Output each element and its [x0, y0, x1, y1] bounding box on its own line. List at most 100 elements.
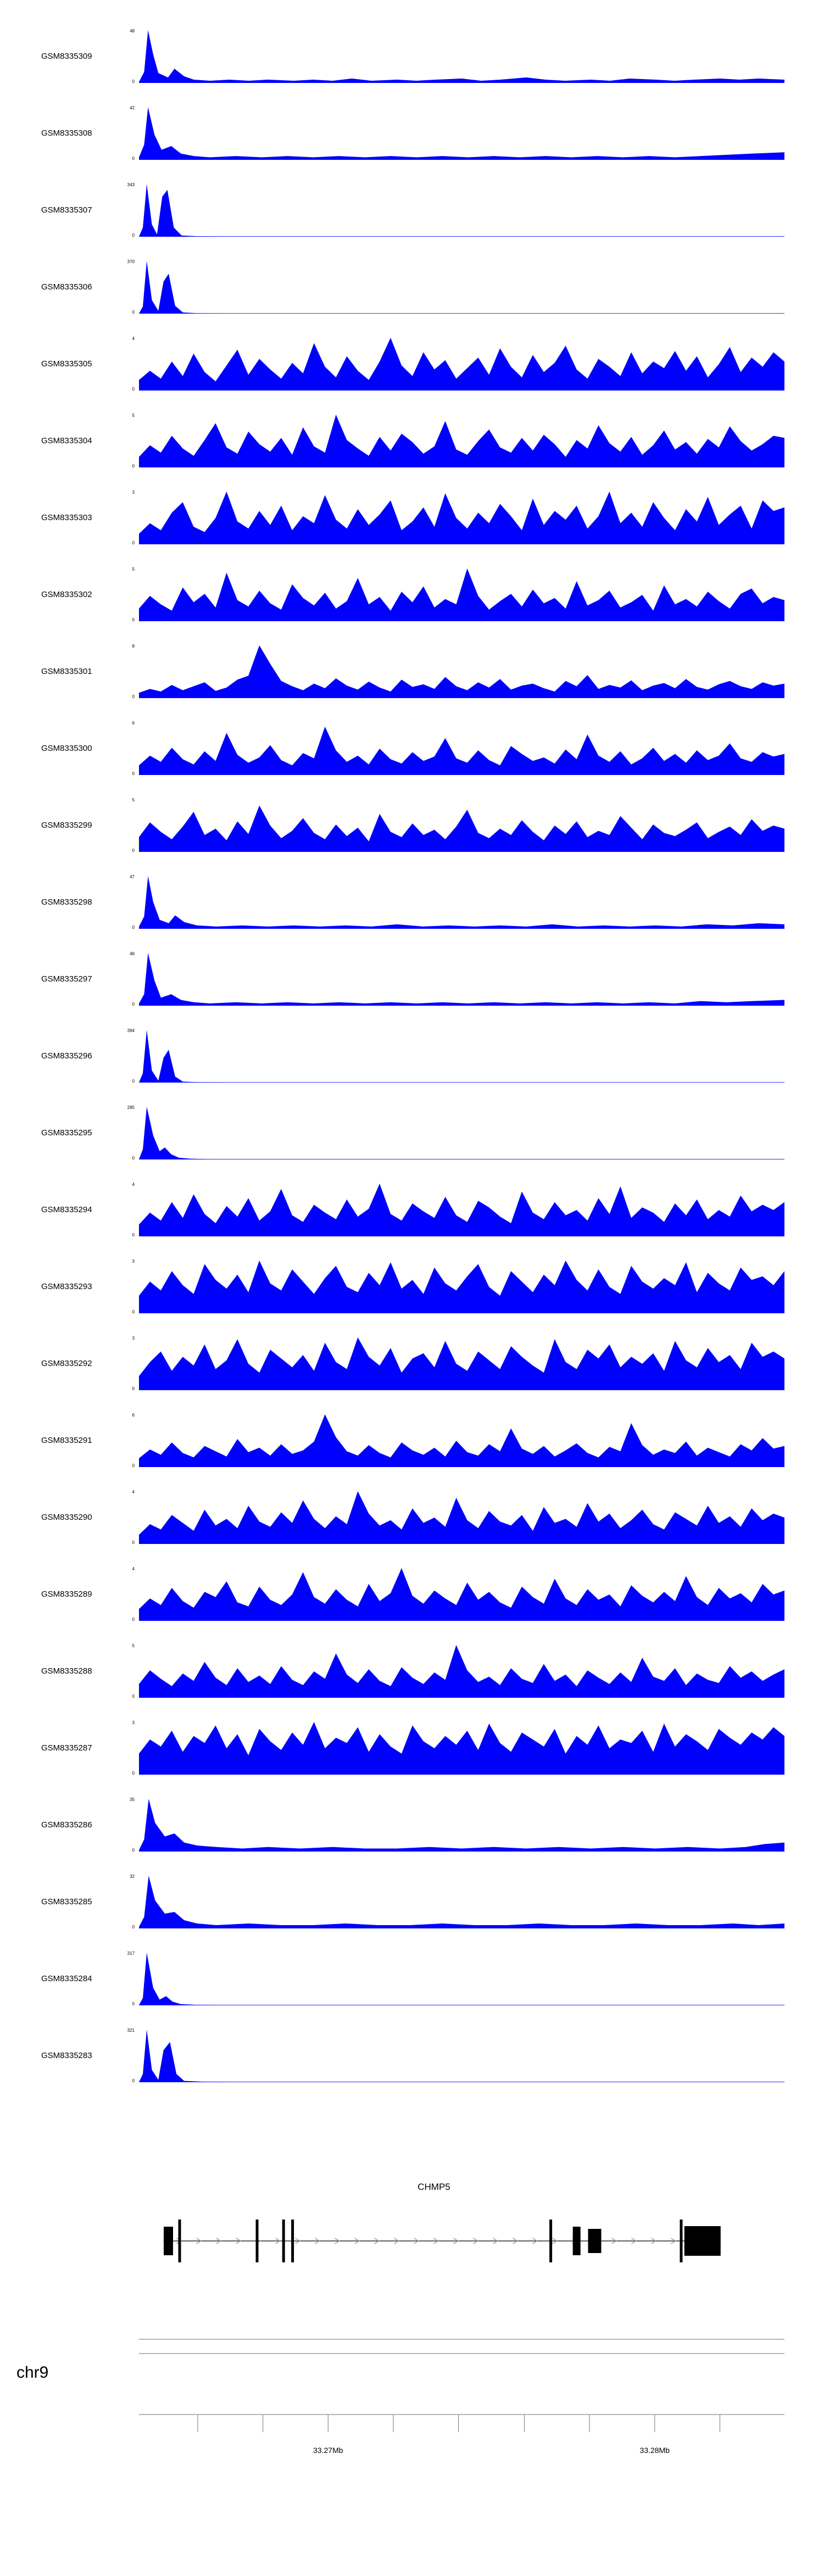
coverage-area — [139, 645, 784, 698]
track-row: GSM8335296 394 0 — [0, 1028, 824, 1107]
coverage-plot-svg — [139, 876, 784, 929]
track-label: GSM8335286 — [41, 1820, 92, 1830]
track-ymax-label: 4 — [132, 1566, 135, 1571]
coverage-plot-svg — [139, 1568, 784, 1621]
strand-arrow-icon — [394, 2238, 399, 2244]
strand-arrow-icon — [532, 2238, 538, 2244]
track-label: GSM8335301 — [41, 667, 92, 676]
track-row: GSM8335308 42 0 — [0, 106, 824, 184]
coverage-plot-svg — [139, 338, 784, 391]
coverage-plot-svg — [139, 1414, 784, 1467]
track-row: GSM8335292 3 0 — [0, 1336, 824, 1414]
track-ymin-label: 0 — [132, 1156, 135, 1161]
coverage-area — [139, 1184, 784, 1236]
coverage-baseline — [139, 236, 784, 237]
exon — [572, 2227, 581, 2255]
coverage-baseline — [139, 1082, 784, 1083]
coverage-area — [139, 415, 784, 467]
coverage-area — [139, 1568, 784, 1621]
track-ymin-label: 0 — [132, 1771, 135, 1776]
strand-arrow-icon — [493, 2238, 498, 2244]
coverage-plot-svg — [139, 30, 784, 83]
track-ymax-label: 3 — [132, 1336, 135, 1341]
coverage-area — [139, 1261, 784, 1313]
track-ymax-label: 317 — [127, 1951, 135, 1956]
track-ymax-label: 394 — [127, 1028, 135, 1033]
strand-arrow-icon — [275, 2238, 281, 2244]
coverage-baseline — [139, 1697, 784, 1698]
strand-arrow-icon — [315, 2238, 320, 2244]
coverage-plot-svg — [139, 1184, 784, 1236]
coverage-area — [139, 1876, 784, 1928]
track-row: GSM8335287 3 0 — [0, 1721, 824, 1799]
coverage-area — [139, 492, 784, 544]
coverage-area — [139, 1799, 784, 1852]
coverage-area — [139, 1722, 784, 1775]
strand-arrow-icon — [433, 2238, 439, 2244]
track-label: GSM8335308 — [41, 129, 92, 138]
track-ymin-label: 0 — [132, 1309, 135, 1314]
track-label: GSM8335309 — [41, 52, 92, 61]
coverage-plot-svg — [139, 415, 784, 467]
coverage-plot-svg — [139, 107, 784, 160]
track-row: GSM8335302 5 0 — [0, 567, 824, 645]
coverage-plot — [139, 261, 784, 314]
coverage-plot — [139, 1645, 784, 1698]
track-ymin-label: 0 — [132, 1463, 135, 1468]
track-ymin-label: 0 — [132, 1233, 135, 1237]
coverage-area — [139, 953, 784, 1006]
track-row: GSM8335298 47 0 — [0, 875, 824, 953]
strand-arrow-icon — [552, 2238, 558, 2244]
track-ymin-label: 0 — [132, 1694, 135, 1699]
coverage-area — [139, 805, 784, 852]
coverage-plot — [139, 1184, 784, 1236]
coverage-plot-svg — [139, 492, 784, 544]
track-row: GSM8335304 5 0 — [0, 414, 824, 492]
track-ymax-label: 32 — [130, 1874, 135, 1879]
track-row: GSM8335293 3 0 — [0, 1259, 824, 1337]
track-row: GSM8335289 4 0 — [0, 1566, 824, 1645]
coverage-plot — [139, 492, 784, 544]
coverage-plot — [139, 415, 784, 467]
coverage-plot — [139, 722, 784, 775]
track-ymin-label: 0 — [132, 79, 135, 84]
track-ymin-label: 0 — [132, 771, 135, 776]
track-row: GSM8335303 3 0 — [0, 490, 824, 568]
track-ymax-label: 48 — [130, 29, 135, 34]
track-ymin-label: 0 — [132, 1002, 135, 1007]
track-ymax-label: 4 — [132, 1490, 135, 1495]
exon — [680, 2220, 683, 2262]
track-ymin-label: 0 — [132, 2001, 135, 2006]
coverage-area — [139, 2029, 784, 2082]
coverage-area — [139, 1030, 784, 1083]
track-label: GSM8335300 — [41, 744, 92, 753]
coverage-baseline — [139, 82, 784, 83]
track-row: GSM8335290 4 0 — [0, 1490, 824, 1568]
coverage-plot — [139, 876, 784, 929]
coverage-area — [139, 338, 784, 391]
track-ymin-label: 0 — [132, 1617, 135, 1622]
track-row: GSM8335306 370 0 — [0, 260, 824, 338]
coverage-area — [139, 1491, 784, 1544]
track-row: GSM8335285 32 0 — [0, 1874, 824, 1953]
track-scale: 343 0 — [108, 183, 136, 238]
track-ymin-label: 0 — [132, 156, 135, 161]
track-ymax-label: 5 — [132, 1643, 135, 1648]
track-scale: 394 0 — [108, 1028, 136, 1084]
track-row: GSM8335286 35 0 — [0, 1798, 824, 1876]
coverage-plot — [139, 568, 784, 621]
track-scale: 370 0 — [108, 260, 136, 315]
coverage-area — [139, 30, 784, 83]
track-ymax-label: 5 — [132, 798, 135, 802]
strand-arrow-icon — [473, 2238, 478, 2244]
coverage-area — [139, 1953, 784, 2005]
track-label: GSM8335294 — [41, 1205, 92, 1214]
